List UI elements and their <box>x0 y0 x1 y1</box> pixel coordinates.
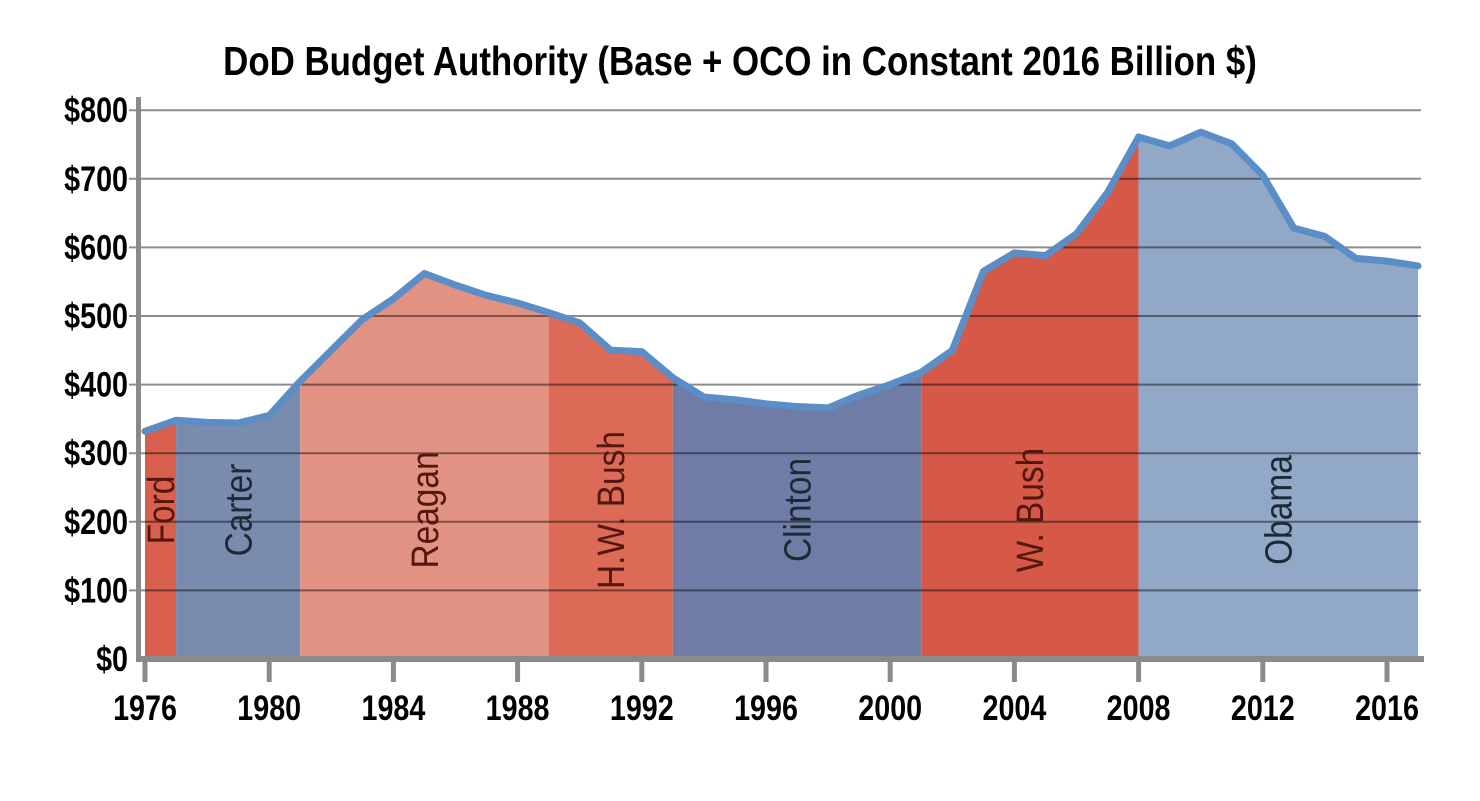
y-tick-label-100: $100 <box>64 571 128 610</box>
chart-title: DoD Budget Authority (Base + OCO in Cons… <box>223 38 1257 84</box>
y-tick-labels: $0 $100 $200 $300 $400 $500 $600 $700 $800 <box>64 90 128 678</box>
y-tick-label-200: $200 <box>64 502 128 541</box>
x-tick-label-1976: 1976 <box>113 688 177 727</box>
x-tick-label-2016: 2016 <box>1355 688 1419 727</box>
x-tick-label-2012: 2012 <box>1231 688 1295 727</box>
x-tick-label-1980: 1980 <box>237 688 301 727</box>
x-tick-label-1996: 1996 <box>734 688 798 727</box>
gridlines <box>129 109 1421 592</box>
president-label-reagan: Reagan <box>404 451 446 568</box>
x-tick-label-2008: 2008 <box>1107 688 1171 727</box>
y-tick-label-0: $0 <box>96 639 128 678</box>
y-tick-label-300: $300 <box>64 433 128 472</box>
president-label-obama: Obama <box>1258 455 1300 565</box>
y-tick-label-500: $500 <box>64 296 128 335</box>
president-areas <box>145 132 1419 660</box>
budget-area-obama <box>1138 132 1419 660</box>
x-tick-label-2000: 2000 <box>858 688 922 727</box>
y-tick-label-700: $700 <box>64 159 128 198</box>
x-tick-label-1992: 1992 <box>610 688 674 727</box>
axes <box>136 97 1424 682</box>
president-label-carter: Carter <box>217 463 259 556</box>
budget-area-h-w-bush <box>548 312 673 659</box>
budget-area-clinton <box>672 372 922 659</box>
president-label-w-bush: W. Bush <box>1009 448 1051 572</box>
budget-area-w-bush <box>921 136 1139 660</box>
y-tick-label-800: $800 <box>64 90 128 129</box>
president-label-clinton: Clinton <box>776 458 818 562</box>
president-label-h-w-bush: H.W. Bush <box>590 431 632 589</box>
budget-area-carter <box>176 381 301 659</box>
president-label-ford: Ford <box>140 476 182 545</box>
x-tick-label-1984: 1984 <box>361 688 425 727</box>
y-tick-label-600: $600 <box>64 228 128 267</box>
x-tick-label-1988: 1988 <box>486 688 550 727</box>
x-tick-label-2004: 2004 <box>982 688 1046 727</box>
president-labels: Ford Carter Reagan H.W. Bush Clinton W. Bush O… <box>140 431 1300 589</box>
x-tick-labels: 1976 1980 1984 1988 1992 1996 2000 2004 2008 2012… <box>113 688 1419 727</box>
budget-area-ford <box>145 420 177 659</box>
y-tick-label-400: $400 <box>64 365 128 404</box>
budget-line <box>141 128 1422 435</box>
budget-area-reagan <box>300 273 549 659</box>
